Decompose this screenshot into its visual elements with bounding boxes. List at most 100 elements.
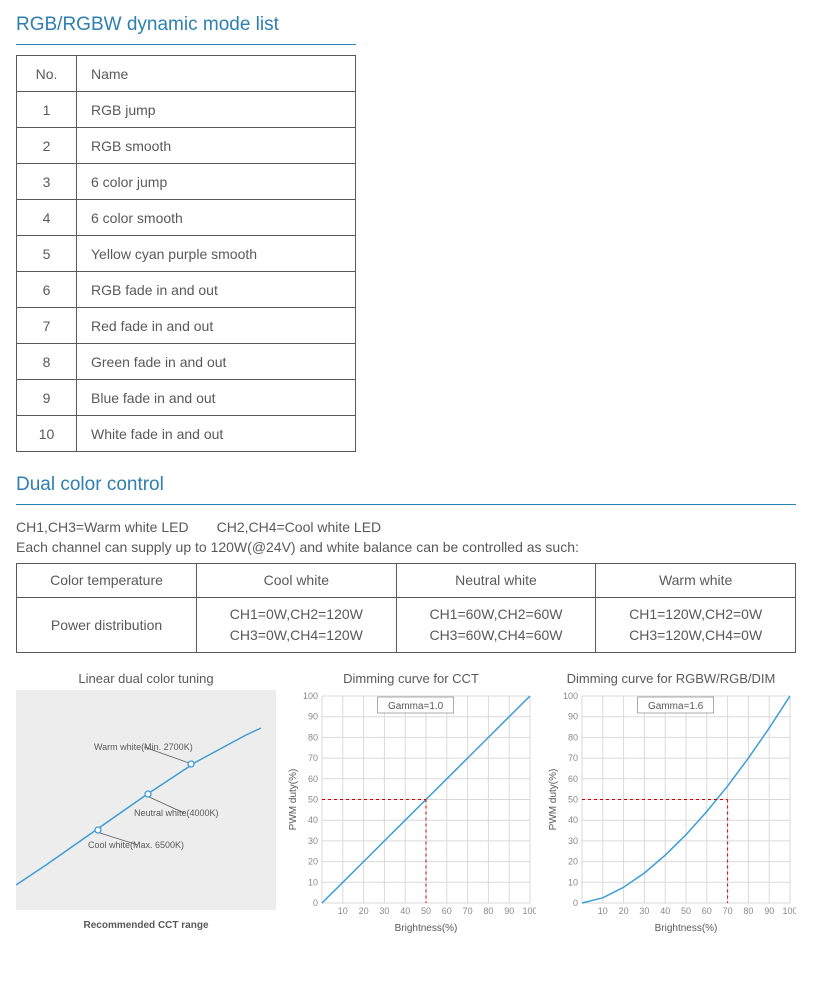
svg-text:100: 100 [303, 691, 318, 701]
mode-col-name: Name [77, 56, 356, 92]
svg-text:40: 40 [568, 815, 578, 825]
svg-text:90: 90 [308, 712, 318, 722]
chart-title: Dimming curve for CCT [286, 671, 536, 686]
cell: CH1=120W,CH2=0WCH3=120W,CH4=0W [596, 598, 796, 653]
chart-svg: 0101020203030404050506060707080809090100… [286, 690, 536, 935]
svg-text:80: 80 [483, 906, 493, 916]
svg-text:70: 70 [308, 753, 318, 763]
svg-text:60: 60 [442, 906, 452, 916]
mode-col-no: No. [17, 56, 77, 92]
col-cool: Cool white [197, 564, 397, 598]
cell-name: RGB jump [77, 92, 356, 128]
svg-text:40: 40 [308, 815, 318, 825]
svg-text:60: 60 [308, 774, 318, 784]
table-row: 46 color smooth [17, 200, 356, 236]
svg-text:60: 60 [568, 774, 578, 784]
table-row: 7Red fade in and out [17, 308, 356, 344]
svg-text:60: 60 [702, 906, 712, 916]
svg-text:Cool white(Max. 6500K): Cool white(Max. 6500K) [88, 840, 184, 850]
svg-text:Gamma=1.0: Gamma=1.0 [388, 701, 444, 712]
cell-name: Green fade in and out [77, 344, 356, 380]
svg-text:PWM duty(%): PWM duty(%) [288, 769, 299, 831]
cell: CH1=0W,CH2=120WCH3=0W,CH4=120W [197, 598, 397, 653]
svg-text:20: 20 [359, 906, 369, 916]
table-row: 9Blue fade in and out [17, 380, 356, 416]
cell-no: 4 [17, 200, 77, 236]
cell-name: 6 color jump [77, 164, 356, 200]
svg-text:40: 40 [660, 906, 670, 916]
svg-text:70: 70 [723, 906, 733, 916]
svg-text:10: 10 [308, 877, 318, 887]
cell-no: 5 [17, 236, 77, 272]
desc-ch24: CH2,CH4=Cool white LED [217, 519, 382, 535]
svg-text:30: 30 [379, 906, 389, 916]
cell-name: Blue fade in and out [77, 380, 356, 416]
svg-text:90: 90 [568, 712, 578, 722]
svg-text:0: 0 [573, 898, 578, 908]
section-title: RGB/RGBW dynamic mode list [16, 14, 356, 45]
chart-dimming-cct: Dimming curve for CCT 010102020303040405… [286, 671, 536, 940]
table-row: 5Yellow cyan purple smooth [17, 236, 356, 272]
svg-text:90: 90 [504, 906, 514, 916]
svg-text:40: 40 [400, 906, 410, 916]
svg-text:10: 10 [598, 906, 608, 916]
charts-row: Linear dual color tuning Warm white(Min.… [16, 671, 799, 940]
svg-text:50: 50 [681, 906, 691, 916]
svg-text:100: 100 [563, 691, 578, 701]
chart-svg: Warm white(Min. 2700K)Neutral white(4000… [16, 690, 276, 935]
table-row: 2RGB smooth [17, 128, 356, 164]
table-row: 10White fade in and out [17, 416, 356, 452]
table-row: 36 color jump [17, 164, 356, 200]
cell-no: 3 [17, 164, 77, 200]
svg-text:80: 80 [308, 732, 318, 742]
section-rgb-modes: RGB/RGBW dynamic mode list No. Name 1RGB… [16, 14, 799, 452]
svg-text:70: 70 [463, 906, 473, 916]
svg-text:50: 50 [308, 795, 318, 805]
svg-text:Gamma=1.6: Gamma=1.6 [648, 701, 704, 712]
mode-table: No. Name 1RGB jump2RGB smooth36 color ju… [16, 55, 356, 452]
svg-text:70: 70 [568, 753, 578, 763]
svg-text:10: 10 [568, 877, 578, 887]
svg-text:Brightness(%): Brightness(%) [655, 923, 718, 934]
desc-ch13: CH1,CH3=Warm white LED [16, 519, 189, 535]
cell-no: 2 [17, 128, 77, 164]
dual-color-table: Color temperature Cool white Neutral whi… [16, 563, 796, 653]
svg-text:30: 30 [568, 836, 578, 846]
chart-title: Linear dual color tuning [16, 671, 276, 686]
cell-name: Yellow cyan purple smooth [77, 236, 356, 272]
row-header: Power distribution [17, 598, 197, 653]
col-warm: Warm white [596, 564, 796, 598]
cell-name: RGB smooth [77, 128, 356, 164]
cell-no: 10 [17, 416, 77, 452]
svg-text:Recommended CCT range: Recommended CCT range [83, 920, 208, 931]
svg-text:20: 20 [568, 857, 578, 867]
svg-text:30: 30 [639, 906, 649, 916]
svg-text:Neutral white(4000K): Neutral white(4000K) [134, 808, 219, 818]
table-row: 6RGB fade in and out [17, 272, 356, 308]
cell-name: Red fade in and out [77, 308, 356, 344]
cell-no: 9 [17, 380, 77, 416]
svg-text:50: 50 [568, 795, 578, 805]
chart-title: Dimming curve for RGBW/RGB/DIM [546, 671, 796, 686]
svg-text:20: 20 [308, 857, 318, 867]
cell-no: 8 [17, 344, 77, 380]
cell-no: 1 [17, 92, 77, 128]
svg-text:30: 30 [308, 836, 318, 846]
cell: CH1=60W,CH2=60WCH3=60W,CH4=60W [396, 598, 596, 653]
cell-no: 7 [17, 308, 77, 344]
section-dual-color: Dual color control CH1,CH3=Warm white LE… [16, 474, 799, 940]
svg-text:Brightness(%): Brightness(%) [395, 923, 458, 934]
svg-text:0: 0 [313, 898, 318, 908]
table-row: 1RGB jump [17, 92, 356, 128]
table-row: 8Green fade in and out [17, 344, 356, 380]
svg-text:50: 50 [421, 906, 431, 916]
channel-desc-line1: CH1,CH3=Warm white LED CH2,CH4=Cool white… [16, 519, 799, 535]
chart-dimming-rgbw: Dimming curve for RGBW/RGB/DIM 0 10 10 20 20… [546, 671, 796, 940]
section-title: Dual color control [16, 474, 796, 505]
svg-text:PWM duty(%): PWM duty(%) [548, 769, 559, 831]
row-header: Color temperature [17, 564, 197, 598]
svg-text:20: 20 [619, 906, 629, 916]
cell-name: RGB fade in and out [77, 272, 356, 308]
svg-text:100: 100 [782, 906, 796, 916]
svg-text:90: 90 [764, 906, 774, 916]
